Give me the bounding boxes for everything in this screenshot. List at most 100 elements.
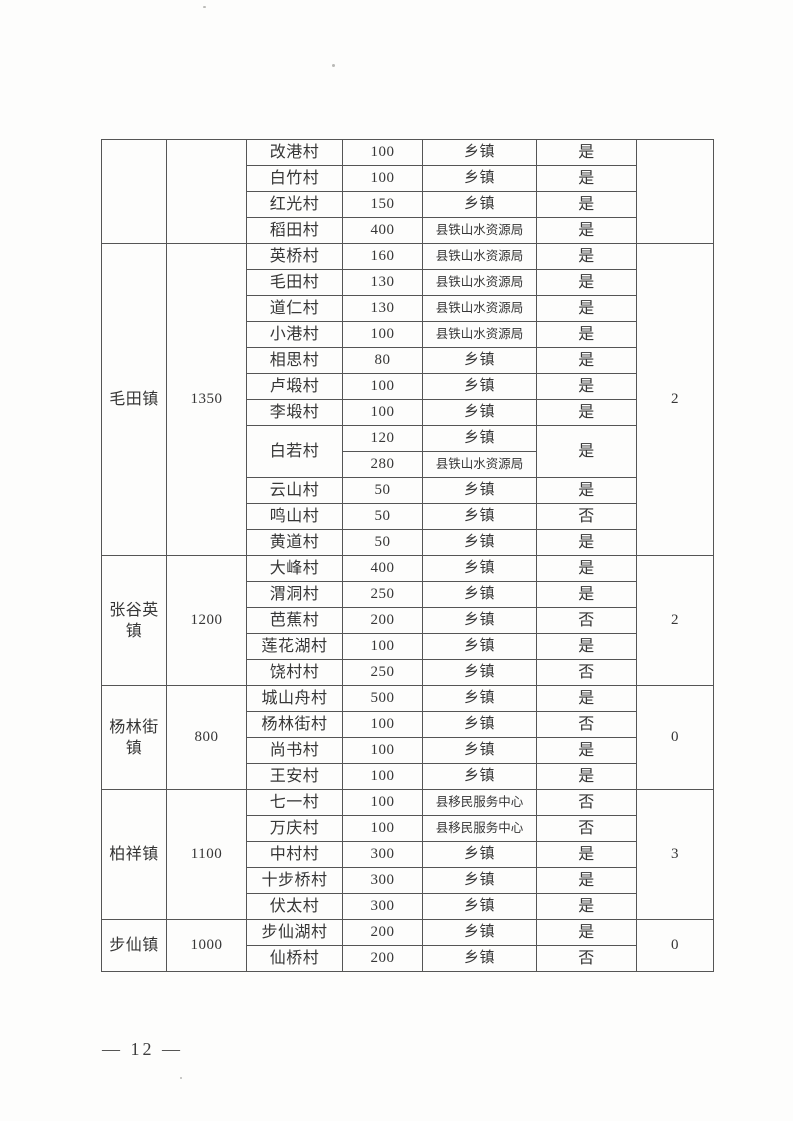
source-cell: 乡镇 <box>422 763 537 790</box>
amount-cell: 200 <box>342 945 423 972</box>
village-cell: 十步桥村 <box>246 867 343 894</box>
approved-cell: 否 <box>536 711 637 738</box>
page-number: — 12 — <box>102 1039 183 1059</box>
amount-cell: 250 <box>342 581 423 608</box>
village-cell: 稻田村 <box>246 217 343 244</box>
table-row: 伏太村 300 乡镇是 <box>102 893 714 920</box>
amount-cell: 120 <box>342 425 423 452</box>
approved-cell: 是 <box>536 165 637 192</box>
village-cell: 芭蕉村 <box>246 607 343 634</box>
amount-cell: 50 <box>342 477 423 504</box>
scan-speck <box>203 6 206 8</box>
source-cell: 乡镇 <box>422 503 537 530</box>
village-cell: 饶村村 <box>246 659 343 686</box>
approved-cell: 否 <box>536 607 637 634</box>
table-row: 万庆村 100 县移民服务中心否 <box>102 815 714 842</box>
approved-cell: 是 <box>536 763 637 790</box>
table-row: 杨林街镇 800 城山舟村 500 乡镇是 0 <box>101 685 714 790</box>
table-row: 相思村 80 乡镇是 <box>102 347 714 374</box>
amount-cell: 100 <box>342 373 423 400</box>
source-cell: 县铁山水资源局 <box>422 295 537 322</box>
approved-cell: 是 <box>536 841 637 868</box>
amount-cell: 100 <box>342 139 423 166</box>
amount-cell: 300 <box>342 841 423 868</box>
village-cell: 大峰村 <box>246 555 343 582</box>
town-cell: 杨林街镇 <box>101 685 167 790</box>
source-cell: 乡镇 <box>422 659 537 686</box>
village-cell: 仙桥村 <box>246 945 343 972</box>
town-cell: 柏祥镇 <box>101 789 167 920</box>
village-cell: 中村村 <box>246 841 343 868</box>
village-cell: 英桥村 <box>246 243 343 270</box>
approved-cell: 是 <box>536 477 637 504</box>
source-cell: 县铁山水资源局 <box>422 243 537 270</box>
village-cell: 步仙湖村 <box>246 919 343 946</box>
village-cell: 尚书村 <box>246 737 343 764</box>
amount-cell: 300 <box>342 867 423 894</box>
amount-cell: 50 <box>342 529 423 556</box>
table-row: 毛田镇 1350 英桥村 160 县铁山水资源局是 2 <box>101 243 714 556</box>
amount-cell: 160 <box>342 243 423 270</box>
town-cell: 张谷英镇 <box>101 555 167 686</box>
village-cell: 白竹村 <box>246 165 343 192</box>
approved-cell: 否 <box>536 945 637 972</box>
source-cell: 县铁山水资源局 <box>422 321 537 348</box>
amount-cell: 100 <box>342 399 423 426</box>
amount-cell: 130 <box>342 269 423 296</box>
table-row: 改港村 100 乡镇是 <box>101 139 714 244</box>
village-cell: 白若村 <box>246 425 343 478</box>
table-row: 莲花湖村 100 乡镇是 <box>102 633 714 660</box>
amount-cell: 100 <box>342 165 423 192</box>
source-cell: 县移民服务中心 <box>422 789 537 816</box>
approved-cell: 是 <box>536 139 637 166</box>
source-cell: 乡镇 <box>422 347 537 374</box>
approved-cell: 是 <box>536 737 637 764</box>
source-cell: 乡镇 <box>422 607 537 634</box>
village-cell: 小港村 <box>246 321 343 348</box>
amount-cell: 100 <box>342 815 423 842</box>
source-cell: 乡镇 <box>422 191 537 218</box>
table-row: 毛田村 130 县铁山水资源局是 <box>102 269 714 296</box>
source-cell: 乡镇 <box>422 711 537 738</box>
table-row: 云山村 50 乡镇是 <box>102 477 714 504</box>
source-cell: 县铁山水资源局 <box>422 451 537 478</box>
source-cell: 乡镇 <box>422 425 537 452</box>
source-cell: 乡镇 <box>422 841 537 868</box>
table-row: 张谷英镇 1200 大峰村 400 乡镇是 2 <box>101 555 714 686</box>
amount-cell: 400 <box>342 217 423 244</box>
village-cell: 万庆村 <box>246 815 343 842</box>
amount-cell: 100 <box>342 737 423 764</box>
amount-cell: 100 <box>342 321 423 348</box>
town-total-cell: 1200 <box>166 555 247 686</box>
village-cell: 红光村 <box>246 191 343 218</box>
approved-cell: 否 <box>536 789 637 816</box>
village-cell: 李塅村 <box>246 399 343 426</box>
source-cell: 乡镇 <box>422 867 537 894</box>
amount-cell: 50 <box>342 503 423 530</box>
amount-cell: 200 <box>342 607 423 634</box>
amount-cell: 80 <box>342 347 423 374</box>
count-cell: 0 <box>636 919 714 972</box>
approved-cell: 是 <box>536 347 637 374</box>
approved-cell: 否 <box>536 503 637 530</box>
table-row: 稻田村 400 县铁山水资源局是 <box>102 217 714 244</box>
approved-cell: 是 <box>536 243 637 270</box>
table-row: 柏祥镇 1100 七一村 100 县移民服务中心否 3 <box>101 789 714 920</box>
amount-cell: 280 <box>342 451 423 478</box>
town-cell: 毛田镇 <box>101 243 167 556</box>
town-total-cell: 1000 <box>166 919 247 972</box>
town-total-cell: 1100 <box>166 789 247 920</box>
source-cell: 乡镇 <box>422 165 537 192</box>
amount-cell: 200 <box>342 919 423 946</box>
table-row: 红光村 150 乡镇是 <box>102 191 714 218</box>
source-cell: 乡镇 <box>422 373 537 400</box>
amount-cell: 250 <box>342 659 423 686</box>
count-cell: 2 <box>636 555 714 686</box>
village-cell: 伏太村 <box>246 893 343 920</box>
funding-table: 改港村 100 乡镇是白竹村 100 乡镇是红光村 150 乡镇是稻田村 400 县铁山水资源局… <box>101 139 714 972</box>
source-cell: 乡镇 <box>422 477 537 504</box>
table-row: 十步桥村 300 乡镇是 <box>102 867 714 894</box>
village-cell: 相思村 <box>246 347 343 374</box>
village-cell: 道仁村 <box>246 295 343 322</box>
village-cell: 黄道村 <box>246 529 343 556</box>
